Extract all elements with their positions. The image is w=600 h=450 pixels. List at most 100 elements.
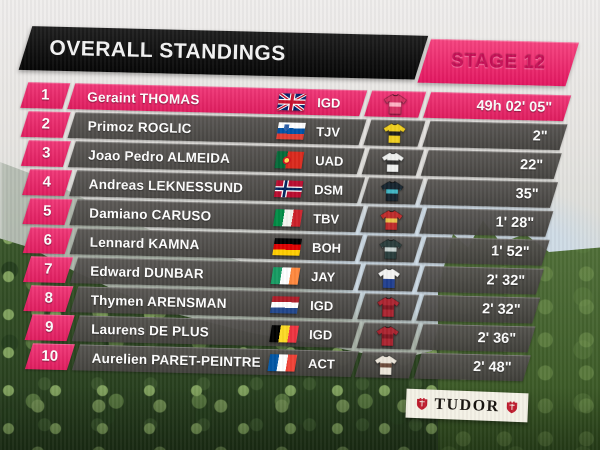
yellow-black-jersey [381,122,408,144]
jersey-cell [363,235,418,262]
time-gap: 2" [532,128,548,145]
time-gap: 1' 28" [495,214,535,232]
rider-cell: Thymen ARENSMAN IGD [74,286,356,319]
rider-cell: Lennard KAMNA BOH [73,228,358,261]
flag-slovenia [275,121,306,140]
standings-row: 2 Primoz ROGLIC TJV 2" [24,111,575,150]
portugal-emblem [282,155,292,164]
rank-number: 4 [42,173,52,191]
rank-number: 2 [41,115,51,133]
time-cell: 1' 28" [423,208,550,237]
jersey-cell [362,264,417,291]
team-code: JAY [310,268,336,285]
standings-row: 10 Aurelien PARET-PEINTRE ACT 2' 48" [28,343,570,382]
red-jersey [375,296,402,318]
rider-cell: Joao Pedro ALMEIDA UAD [72,141,362,174]
time-cell: 2' 32" [421,266,541,295]
stage-badge: STAGE 12 [424,39,573,87]
rank-cell: 8 [27,285,70,312]
flag-france [267,353,298,372]
sponsor-name: TUDOR [434,395,500,415]
time-gap: 1' 52" [490,243,530,261]
team-code: TJV [316,123,341,140]
time-gap: 22" [519,157,544,174]
rank-cell: 2 [24,111,67,138]
slovenia-crest [283,124,289,131]
team-code: UAD [315,152,344,169]
flag-germany [271,237,302,256]
rank-cell: 4 [25,169,68,196]
tudor-shield-icon [506,400,517,413]
jersey-cell [359,351,414,378]
standings-row: 9 Laurens DE PLUS IGD 2' 36" [28,314,571,353]
jersey-cell [360,322,415,349]
rider-cell: Geraint THOMAS IGD [71,83,364,116]
rider-name: Geraint THOMAS [87,89,200,107]
time-gap: 2' 32" [481,301,521,319]
dark-green-jersey [377,238,404,260]
rank-number: 5 [42,202,52,220]
rank-cell: 3 [25,140,68,167]
flag-portugal [274,150,305,169]
dark-teal-jersey [379,180,406,202]
flag-great-britain [276,92,307,111]
white-jersey [380,151,407,173]
time-cell: 22" [425,150,559,179]
time-cell: 2' 48" [418,353,527,382]
standings-row: 3 Joao Pedro ALMEIDA UAD 22" [25,140,575,179]
jersey-cell [368,90,423,117]
standings-table: 1 Geraint THOMAS IGD 49h 02' 05" 2 Primo… [18,82,577,382]
rank-cell: 1 [24,82,67,109]
team-code: BOH [312,239,342,256]
flag-ireland [270,266,301,285]
rank-cell: 10 [28,343,71,370]
time-gap: 2' 32" [486,272,526,290]
rank-number: 7 [43,260,53,278]
sponsor-banner: TUDOR [405,388,529,423]
standings-row: 1 Geraint THOMAS IGD 49h 02' 05" [24,82,576,121]
red-jersey [378,209,405,231]
team-code: ACT [307,355,336,372]
standings-row: 7 Edward DUNBAR JAY 2' 32" [27,256,572,295]
rider-name: Laurens DE PLUS [91,321,210,340]
title-bar: OVERALL STANDINGS [25,26,422,80]
standings-row: 8 Thymen ARENSMAN IGD 2' 32" [27,285,571,324]
time-gap: 49h 02' 05" [476,98,553,116]
rank-number: 10 [41,347,59,365]
standings-row: 5 Damiano CARUSO TBV 1' 28" [26,198,574,237]
rank-number: 8 [44,289,54,307]
time-gap: 2' 36" [477,330,517,348]
time-gap: 35" [515,186,539,203]
team-code: IGD [308,326,333,343]
rider-name: Lennard KAMNA [89,234,200,252]
rank-number: 9 [44,318,54,336]
flag-belgium [268,324,299,343]
tudor-shield-icon [417,397,428,410]
time-cell: 1' 52" [422,237,545,266]
rider-cell: Aurelien PARET-PEINTRE ACT [75,344,354,377]
rank-cell: 5 [26,198,69,225]
time-cell: 49h 02' 05" [427,92,568,121]
rider-name: Thymen ARENSMAN [90,292,227,311]
rider-cell: Andreas LEKNESSUND DSM [72,170,360,203]
rider-cell: Edward DUNBAR JAY [74,257,358,290]
time-cell: 2' 36" [419,324,532,353]
time-cell: 2' 32" [420,295,536,324]
jersey-cell [367,119,422,146]
team-code: IGD [309,297,334,314]
red-jersey [374,325,401,347]
rider-name: Andreas LEKNESSUND [88,176,244,195]
time-cell: 2" [426,121,563,150]
standings-row: 4 Andreas LEKNESSUND DSM 35" [25,169,574,208]
rank-cell: 7 [27,256,70,283]
page-title: OVERALL STANDINGS [49,36,287,66]
white-jersey [373,354,400,376]
rider-cell: Damiano CARUSO TBV [73,199,360,232]
standings-overlay: OVERALL STANDINGS STAGE 12 1 Geraint THO… [18,26,578,385]
rank-cell: 9 [28,314,71,341]
white-blue-jersey [376,267,403,289]
flag-netherlands [269,295,300,314]
standings-row: 6 Lennard KAMNA BOH 1' 52" [26,227,572,266]
jersey-cell [364,206,419,233]
